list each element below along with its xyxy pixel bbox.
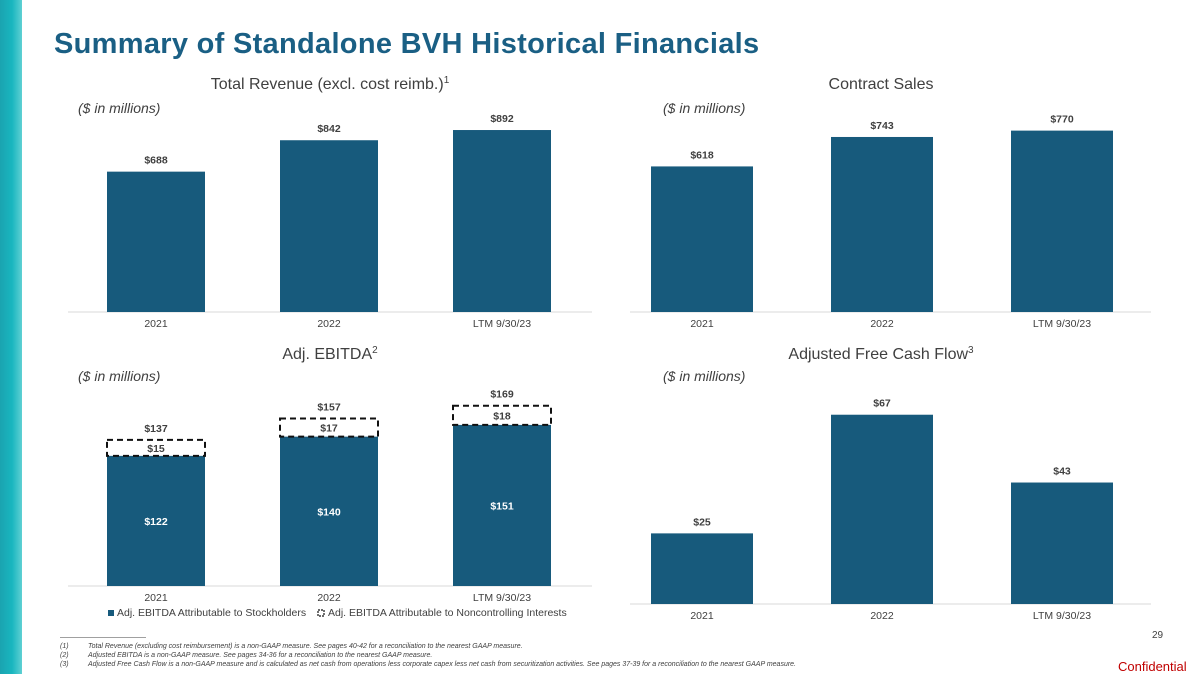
- data-label: $842: [317, 123, 341, 135]
- footnotes: (1) Total Revenue (excluding cost reimbur…: [60, 642, 1060, 670]
- x-tick-label: LTM 9/30/23: [1033, 318, 1091, 330]
- total-label: $169: [490, 389, 514, 401]
- bar: [107, 171, 205, 312]
- page-number: 29: [1152, 630, 1164, 641]
- data-label: $618: [690, 149, 714, 161]
- data-label: $743: [870, 120, 894, 132]
- x-tick-label: 2021: [690, 318, 714, 330]
- accent-bar: [0, 0, 22, 674]
- legend-label: Adj. EBITDA Attributable to Stockholders: [117, 607, 306, 619]
- bar: [1011, 130, 1113, 312]
- total-label: $137: [144, 423, 168, 435]
- bar-stockholders: [453, 424, 551, 586]
- legend-swatch-stockholders: [108, 610, 114, 616]
- x-tick-label: 2021: [144, 592, 168, 604]
- footnote: (2) Adjusted EBITDA is a non-GAAP measure…: [60, 652, 433, 660]
- x-tick-label: LTM 9/30/23: [473, 592, 531, 604]
- x-tick-label: 2022: [870, 610, 894, 622]
- bar: [651, 166, 753, 312]
- footnote-marker: 2: [372, 345, 378, 356]
- data-label: $140: [317, 506, 341, 518]
- bar: [831, 414, 933, 604]
- x-tick-label: 2022: [317, 318, 341, 330]
- units-label: ($ in millions): [663, 100, 745, 116]
- data-label: $18: [493, 410, 511, 422]
- x-tick-label: LTM 9/30/23: [1033, 610, 1091, 622]
- legend-swatch-noncontrolling: [317, 609, 325, 617]
- confidential-label: Confidential: [1118, 659, 1187, 674]
- x-tick-label: 2022: [870, 318, 894, 330]
- data-label: $892: [490, 113, 514, 125]
- contract-sales-chart: Contract Sales ($ in millions) $618 2021 $74…: [630, 76, 1151, 330]
- data-label: $43: [1053, 466, 1071, 478]
- data-label: $122: [144, 516, 168, 528]
- x-tick-label: 2021: [690, 610, 714, 622]
- bar-stockholders: [280, 436, 378, 586]
- legend-label: Adj. EBITDA Attributable to Noncontrolli…: [328, 607, 567, 619]
- adj-free-cash-flow-chart: Adjusted Free Cash Flow3 ($ in millions) $…: [630, 345, 1151, 622]
- adj-ebitda-chart: Adj. EBITDA2 ($ in millions) $122 $15 $137 20…: [68, 345, 592, 619]
- footnote-marker: 3: [968, 345, 974, 356]
- footnote-rule: [60, 637, 146, 638]
- x-tick-label: LTM 9/30/23: [473, 318, 531, 330]
- bar-noncontrolling: [106, 438, 206, 457]
- data-label: $688: [144, 155, 168, 167]
- total-label: $157: [317, 402, 341, 414]
- bar-stockholders: [107, 455, 205, 586]
- bar-noncontrolling: [279, 417, 379, 438]
- units-label: ($ in millions): [78, 100, 160, 116]
- x-tick-label: 2022: [317, 592, 341, 604]
- data-label: $151: [490, 500, 514, 512]
- x-tick-label: 2021: [144, 318, 168, 330]
- units-label: ($ in millions): [663, 368, 745, 384]
- bar: [651, 533, 753, 604]
- bar: [453, 130, 551, 312]
- bar: [831, 136, 933, 312]
- revenue-chart: Total Revenue (excl. cost reimb.)1 ($ in …: [68, 75, 592, 330]
- bar: [280, 140, 378, 312]
- bar: [1011, 482, 1113, 604]
- chart-title: Total Revenue (excl. cost reimb.)1: [211, 75, 450, 93]
- page-title: Summary of Standalone BVH Historical Fin…: [54, 28, 760, 60]
- footnote: (3) Adjusted Free Cash Flow is a non-GAAP…: [60, 661, 797, 669]
- chart-title: Adjusted Free Cash Flow3: [788, 345, 974, 363]
- units-label: ($ in millions): [78, 368, 160, 384]
- chart-title: Adj. EBITDA2: [282, 345, 378, 363]
- bar-noncontrolling: [452, 404, 552, 426]
- data-label: $25: [693, 516, 711, 528]
- data-label: $15: [147, 443, 165, 455]
- data-label: $67: [873, 398, 891, 410]
- data-label: $17: [320, 423, 338, 435]
- data-label: $770: [1050, 114, 1074, 126]
- chart-title: Contract Sales: [829, 76, 934, 93]
- footnote: (1) Total Revenue (excluding cost reimbur…: [60, 643, 523, 650]
- footnote-marker: 1: [444, 75, 450, 86]
